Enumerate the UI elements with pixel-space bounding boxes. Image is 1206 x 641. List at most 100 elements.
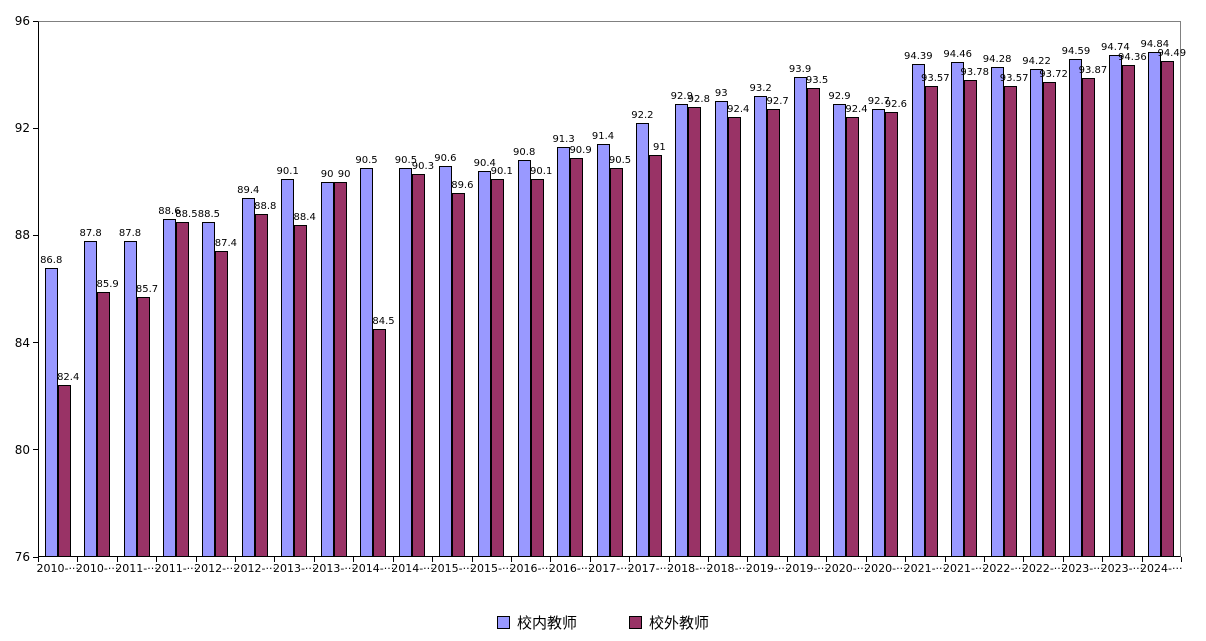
bar-series1: [990, 67, 1004, 557]
bar-value-label: 88.5: [197, 209, 220, 220]
bar-series1: [911, 64, 925, 557]
bar-value-label: 88.8: [254, 200, 277, 212]
bar-value-label: 91.3: [552, 133, 575, 145]
bar-series1: [360, 168, 374, 557]
bar-value-label: 89.6: [451, 179, 474, 191]
y-axis-tick-label: 84: [14, 335, 30, 350]
bar-series2: [254, 213, 268, 557]
x-axis-label: 2018-···: [706, 562, 749, 575]
bar-value-label: 94.36: [1118, 51, 1147, 63]
x-axis-tick: [1102, 557, 1104, 562]
bar-value-label: 82.4: [57, 372, 80, 384]
y-axis-tick: [33, 234, 38, 236]
bar-series2: [1082, 78, 1096, 557]
bar-value-label: 93: [714, 88, 728, 100]
x-axis-tick: [1181, 557, 1182, 562]
x-axis-tick: [116, 557, 118, 562]
x-axis-label: 2012-···: [194, 562, 237, 575]
x-axis-label: 2014-···: [391, 562, 434, 575]
bar-series2: [885, 112, 899, 557]
x-axis-tick: [1023, 557, 1025, 562]
y-axis-tick-label: 96: [14, 14, 30, 28]
bar-series2: [688, 106, 702, 557]
x-axis-label: 2023-···: [1100, 562, 1144, 575]
bar-value-label: 94.74: [1101, 41, 1130, 53]
bar-value-label: 94.22: [1022, 55, 1051, 67]
bar-series2: [215, 251, 229, 557]
bar-series2: [175, 222, 189, 557]
bar-value-label: 92.8: [687, 93, 710, 105]
bar-value-label: 92.7: [766, 96, 789, 108]
x-axis-label: 2012-···: [233, 562, 276, 575]
bar-value-label: 90.1: [530, 166, 553, 178]
bar-series1: [596, 144, 610, 557]
bar-series2: [570, 157, 584, 557]
bar-series2: [97, 291, 111, 557]
bar-series2: [924, 86, 938, 557]
bar-series2: [845, 117, 859, 557]
x-axis-tick: [983, 557, 985, 562]
bar-series2: [491, 179, 505, 557]
bar-value-label: 93.5: [805, 75, 829, 86]
x-axis-tick: [156, 557, 158, 562]
bar-value-label: 90.9: [569, 144, 592, 156]
bar-series2: [1003, 86, 1017, 557]
x-axis-tick: [629, 557, 631, 562]
x-axis-label: 2023-···: [1061, 562, 1104, 575]
x-axis-label: 2011-···: [115, 562, 158, 575]
y-axis-tick-label: 88: [14, 228, 30, 243]
x-axis-label: 2015-···: [430, 562, 474, 575]
bar-series1: [793, 77, 807, 557]
bar-series2: [294, 224, 308, 557]
x-axis-tick: [510, 557, 512, 562]
x-axis-tick: [235, 557, 237, 562]
bar-value-label: 86.8: [40, 254, 63, 266]
x-axis-tick: [313, 557, 315, 562]
bar-value-label: 90: [320, 168, 334, 180]
bar-series2: [1121, 64, 1135, 557]
bar-value-label: 92.2: [631, 109, 654, 121]
bar-value-label: 94.59: [1061, 45, 1091, 57]
bar-value-label: 93.78: [960, 67, 990, 79]
y-axis-tick: [33, 342, 38, 344]
bar-value-label: 90.5: [394, 155, 418, 167]
bar-value-label: 89.4: [237, 184, 260, 196]
x-axis-tick: [195, 557, 197, 562]
x-axis-label: 2022-···: [1021, 562, 1065, 575]
x-axis-label: 2016-···: [509, 562, 552, 575]
x-axis-tick: [274, 557, 276, 562]
bar-value-label: 94.28: [982, 54, 1012, 66]
bar-series2: [57, 385, 71, 557]
bar-value-label: 88.5: [175, 209, 198, 220]
bar-value-label: 90.4: [473, 158, 496, 170]
bar-series2: [806, 88, 820, 557]
bar-value-label: 90.1: [490, 166, 513, 178]
bar-value-label: 94.46: [943, 49, 973, 61]
x-axis-label: 2022-···: [982, 562, 1025, 575]
x-axis-label: 2017-···: [627, 562, 671, 575]
bar-value-label: 90: [337, 168, 351, 180]
y-axis-tick-label: 76: [14, 550, 30, 564]
bar-series1: [84, 240, 98, 557]
bar-series1: [872, 109, 886, 557]
x-axis-label: 2015-···: [470, 562, 513, 575]
bar-series1: [438, 165, 452, 557]
bar-series2: [373, 329, 387, 557]
bar-value-label: 92.4: [845, 104, 868, 116]
bar-value-label: 93.72: [1039, 69, 1068, 81]
x-axis-label: 2010-···: [36, 562, 79, 575]
bar-series1: [557, 146, 571, 557]
x-axis-label: 2014-···: [351, 562, 395, 575]
x-axis-tick: [747, 557, 749, 562]
x-axis-tick: [786, 557, 788, 562]
x-axis-tick: [432, 557, 434, 562]
bar-series1: [162, 219, 176, 557]
bar-series2: [530, 179, 544, 557]
x-axis-tick: [1141, 557, 1143, 562]
y-axis-tick-label: 92: [14, 121, 30, 136]
x-axis-label: 2021-···: [903, 562, 947, 575]
y-axis-tick: [33, 20, 38, 22]
y-axis-tick: [33, 449, 38, 451]
x-axis-tick: [77, 557, 79, 562]
bar-value-label: 88.4: [293, 211, 316, 223]
